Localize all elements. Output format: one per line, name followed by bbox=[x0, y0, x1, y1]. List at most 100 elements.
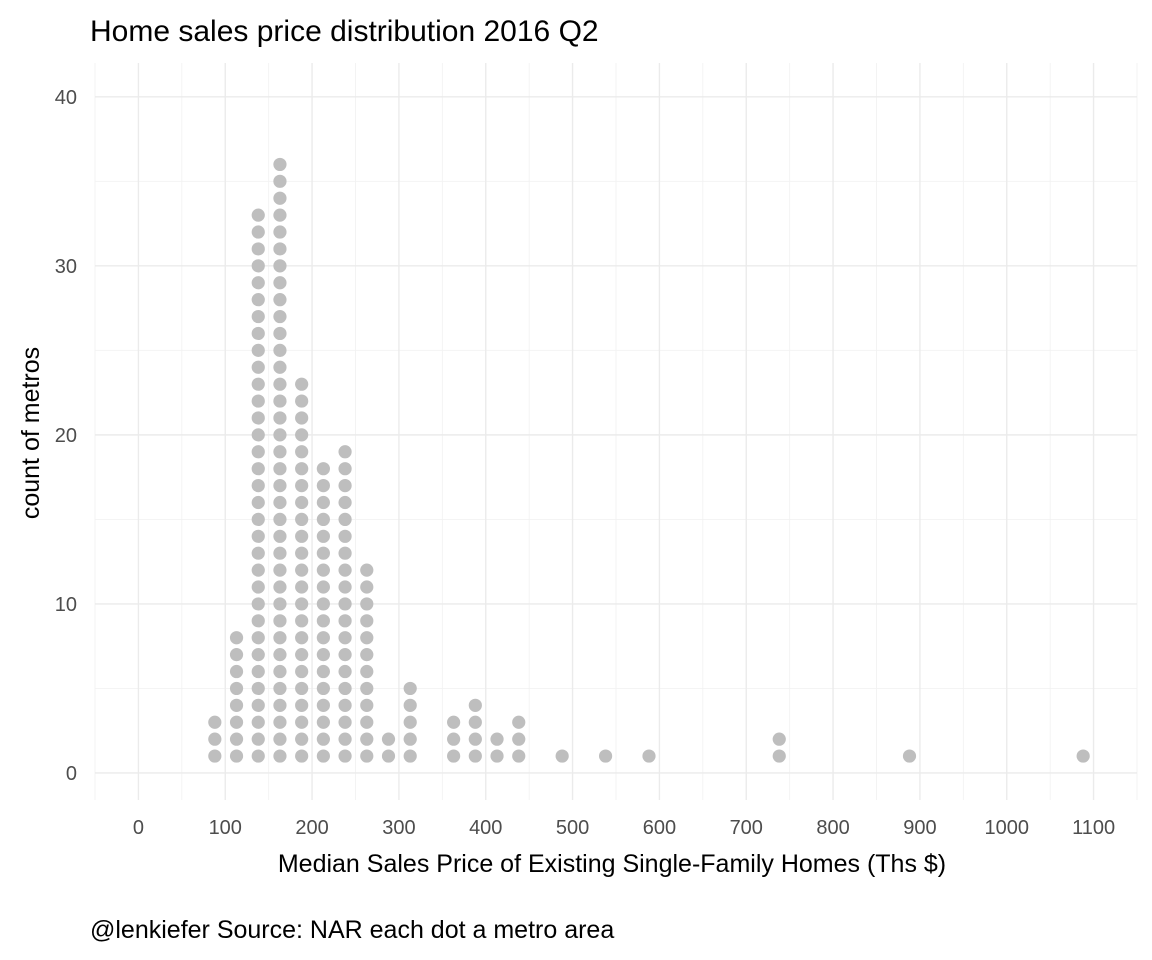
metro-dot bbox=[316, 478, 330, 493]
metro-dot bbox=[273, 157, 287, 172]
metro-dot bbox=[512, 732, 526, 746]
chart-title: Home sales price distribution 2016 Q2 bbox=[90, 15, 599, 48]
metro-dot bbox=[403, 732, 417, 746]
metro-dot bbox=[295, 495, 309, 510]
metro-dot bbox=[273, 580, 287, 594]
x-axis-title: Median Sales Price of Existing Single-Fa… bbox=[278, 850, 946, 878]
metro-dot bbox=[229, 681, 244, 696]
metro-dot bbox=[273, 326, 287, 341]
metro-dot bbox=[360, 580, 374, 594]
metro-dot bbox=[251, 208, 265, 222]
metro-dot bbox=[338, 732, 352, 746]
metro-dot bbox=[229, 715, 244, 729]
metro-dot bbox=[229, 648, 244, 662]
metro-dot bbox=[251, 664, 265, 679]
metro-dot bbox=[316, 631, 330, 645]
metro-dot bbox=[338, 563, 352, 577]
metro-dot bbox=[273, 648, 287, 662]
metro-dot bbox=[316, 512, 330, 526]
metro-dot bbox=[251, 242, 265, 256]
metro-dot bbox=[295, 580, 309, 594]
x-tick-label: 1100 bbox=[1072, 817, 1115, 839]
y-tick-label: 30 bbox=[55, 256, 77, 278]
metro-dot bbox=[360, 664, 374, 679]
metro-dot bbox=[338, 614, 352, 628]
metro-dot bbox=[273, 512, 287, 526]
metro-dot bbox=[251, 326, 265, 341]
metro-dot bbox=[338, 631, 352, 645]
metro-dot bbox=[490, 749, 504, 763]
metro-dot bbox=[772, 749, 786, 763]
metro-dot bbox=[251, 529, 265, 543]
metro-dot bbox=[338, 462, 352, 476]
metro-dot bbox=[447, 732, 461, 746]
metro-dot bbox=[251, 259, 265, 273]
metro-dot bbox=[273, 445, 287, 459]
metro-dot bbox=[251, 631, 265, 645]
metro-dot bbox=[316, 648, 330, 662]
metro-dot bbox=[316, 749, 330, 763]
metro-dot bbox=[316, 580, 330, 594]
metro-dot bbox=[273, 462, 287, 476]
metro-dot bbox=[208, 732, 222, 746]
metro-dot bbox=[338, 681, 352, 696]
metro-dot bbox=[295, 597, 309, 611]
metro-dot bbox=[229, 732, 244, 746]
dots bbox=[208, 157, 1090, 763]
y-tick-label: 40 bbox=[55, 87, 77, 109]
metro-dot bbox=[251, 698, 265, 712]
metro-dot bbox=[338, 580, 352, 594]
metro-dot bbox=[316, 715, 330, 729]
metro-dot bbox=[468, 715, 482, 729]
metro-dot bbox=[251, 715, 265, 729]
metro-dot bbox=[251, 512, 265, 526]
metro-dot bbox=[273, 563, 287, 577]
metro-dot bbox=[273, 631, 287, 645]
x-tick-labels: 0 100 200 300 400 500 600 700 800 900 1000 1100 bbox=[133, 817, 1115, 839]
metro-dot bbox=[338, 597, 352, 611]
metro-dot bbox=[229, 698, 244, 712]
metro-dot bbox=[360, 681, 374, 696]
metro-dot bbox=[251, 648, 265, 662]
metro-dot bbox=[273, 478, 287, 493]
metro-dot bbox=[295, 681, 309, 696]
metro-dot bbox=[295, 377, 309, 391]
metro-dot bbox=[251, 546, 265, 560]
metro-dot bbox=[512, 749, 526, 763]
metro-dot bbox=[468, 732, 482, 746]
metro-dot bbox=[251, 293, 265, 307]
metro-dot bbox=[381, 732, 396, 746]
x-tick-label: 400 bbox=[469, 817, 502, 839]
metro-dot bbox=[208, 715, 222, 729]
metro-dot bbox=[251, 732, 265, 746]
y-tick-label: 20 bbox=[55, 425, 77, 447]
metro-dot bbox=[512, 715, 526, 729]
metro-dot bbox=[295, 648, 309, 662]
metro-dot bbox=[251, 225, 265, 239]
metro-dot bbox=[251, 394, 265, 408]
metro-dot bbox=[360, 597, 374, 611]
x-tick-label: 900 bbox=[903, 817, 936, 839]
metro-dot bbox=[273, 411, 287, 425]
metro-dot bbox=[295, 462, 309, 476]
metro-dot bbox=[295, 529, 309, 543]
metro-dot bbox=[273, 529, 287, 543]
x-tick-label: 300 bbox=[382, 817, 415, 839]
metro-dot bbox=[229, 749, 244, 763]
metro-dot bbox=[295, 732, 309, 746]
metro-dot bbox=[229, 664, 244, 679]
metro-dot bbox=[273, 715, 287, 729]
metro-dot bbox=[403, 698, 417, 712]
metro-dot bbox=[273, 732, 287, 746]
metro-dot bbox=[338, 664, 352, 679]
metro-dot bbox=[338, 749, 352, 763]
metro-dot bbox=[295, 411, 309, 425]
metro-dot bbox=[360, 698, 374, 712]
metro-dot bbox=[295, 478, 309, 493]
x-tick-label: 600 bbox=[643, 817, 676, 839]
metro-dot bbox=[316, 563, 330, 577]
metro-dot bbox=[273, 259, 287, 273]
metro-dot bbox=[295, 614, 309, 628]
metro-dot bbox=[251, 360, 265, 374]
